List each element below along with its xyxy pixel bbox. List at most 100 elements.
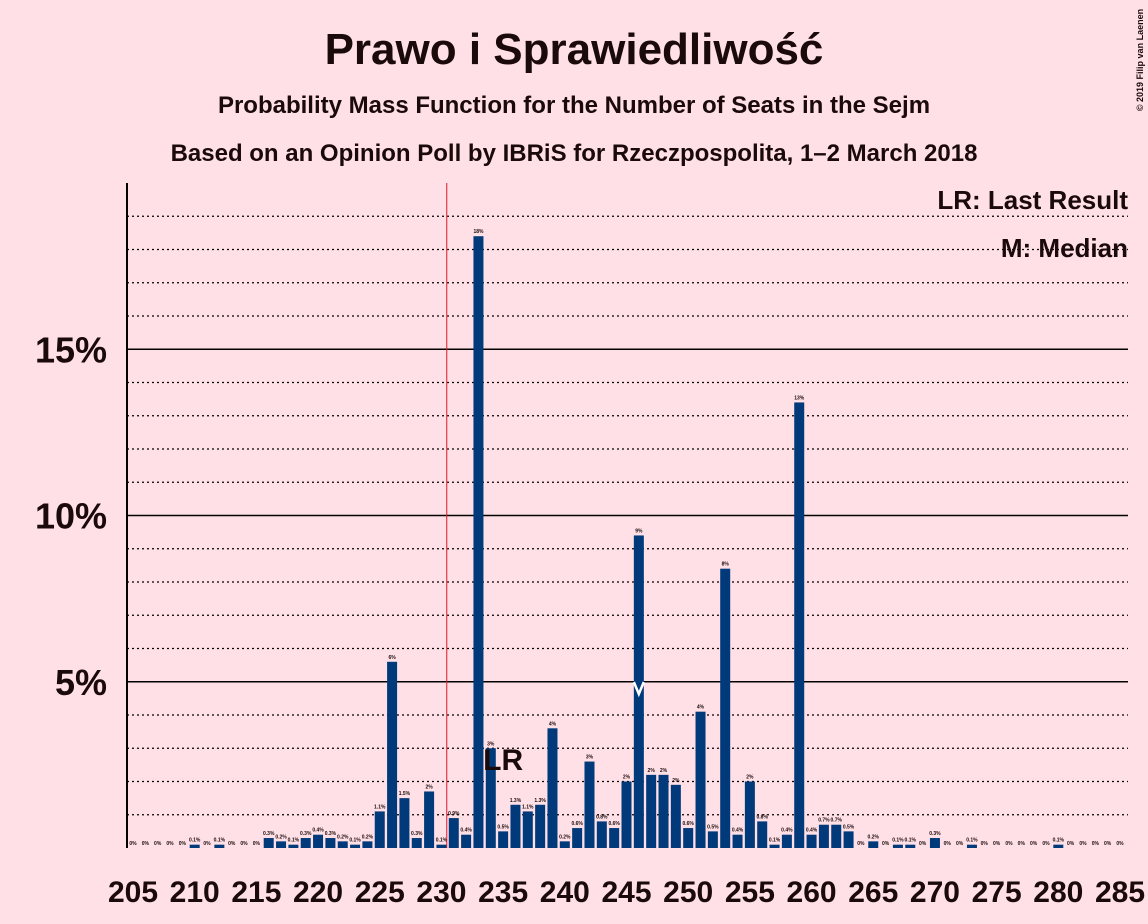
bar bbox=[362, 841, 373, 848]
bar bbox=[313, 834, 324, 848]
value-label: 0.1% bbox=[1053, 838, 1065, 844]
legend-entry: LR: Last Result bbox=[937, 185, 1128, 215]
bar bbox=[436, 844, 447, 848]
bar bbox=[189, 844, 200, 848]
y-tick-label: 15% bbox=[35, 329, 107, 370]
bar bbox=[658, 774, 669, 848]
value-label: 0.6% bbox=[682, 821, 694, 827]
x-tick-label: 230 bbox=[416, 876, 466, 909]
value-label: 4% bbox=[697, 705, 705, 711]
value-label: 0% bbox=[1005, 841, 1013, 847]
x-tick-label: 205 bbox=[108, 876, 158, 909]
bar bbox=[387, 661, 398, 848]
bar bbox=[732, 834, 743, 848]
bar bbox=[646, 774, 657, 848]
value-label: 2% bbox=[425, 784, 433, 790]
bar bbox=[325, 838, 336, 848]
bar bbox=[584, 761, 595, 848]
bar bbox=[535, 804, 546, 848]
bar bbox=[337, 841, 348, 848]
bar bbox=[547, 728, 558, 848]
bar bbox=[892, 844, 903, 848]
value-label: 0% bbox=[1116, 841, 1124, 847]
value-label: 3% bbox=[586, 755, 594, 761]
bar bbox=[966, 844, 977, 848]
bar bbox=[448, 818, 459, 848]
value-label: 0% bbox=[993, 841, 1001, 847]
value-label: 0% bbox=[253, 841, 261, 847]
chart-subtitle: Probability Mass Function for the Number… bbox=[218, 92, 930, 119]
value-label: 0% bbox=[240, 841, 248, 847]
value-label: 0% bbox=[857, 841, 865, 847]
bar bbox=[831, 824, 842, 848]
value-label: 0.3% bbox=[411, 831, 423, 837]
value-label: 0.1% bbox=[966, 838, 978, 844]
x-tick-label: 225 bbox=[355, 876, 405, 909]
value-label: 0% bbox=[882, 841, 890, 847]
value-label: 0% bbox=[944, 841, 952, 847]
bar bbox=[683, 828, 694, 848]
value-label: 0.3% bbox=[325, 831, 337, 837]
value-label: 0% bbox=[129, 841, 137, 847]
value-label: 0% bbox=[1030, 841, 1038, 847]
bar bbox=[288, 844, 299, 848]
bar bbox=[276, 841, 287, 848]
value-label: 0.5% bbox=[497, 824, 509, 830]
value-label: 0.3% bbox=[263, 831, 275, 837]
value-label: 0.2% bbox=[337, 834, 349, 840]
value-label: 1.3% bbox=[510, 798, 522, 804]
bar bbox=[929, 838, 940, 848]
bar bbox=[695, 711, 706, 848]
bar bbox=[720, 568, 731, 848]
value-label: 0.5% bbox=[707, 824, 719, 830]
value-label: 0% bbox=[154, 841, 162, 847]
x-tick-label: 275 bbox=[972, 876, 1022, 909]
bar bbox=[300, 838, 311, 848]
value-label: 0% bbox=[956, 841, 964, 847]
value-label: 0.7% bbox=[831, 818, 843, 824]
value-label: 0.5% bbox=[843, 824, 855, 830]
value-label: 0.1% bbox=[905, 838, 917, 844]
value-label: 4% bbox=[549, 721, 557, 727]
copyright: © 2019 Filip van Laenen bbox=[1135, 9, 1145, 111]
x-tick-label: 210 bbox=[170, 876, 220, 909]
bar bbox=[744, 781, 755, 848]
value-label: 0.2% bbox=[275, 834, 287, 840]
value-label: 0.1% bbox=[436, 838, 448, 844]
bar bbox=[498, 831, 509, 848]
value-label: 0% bbox=[228, 841, 236, 847]
value-label: 2% bbox=[672, 778, 680, 784]
x-tick-label: 240 bbox=[540, 876, 590, 909]
x-tick-label: 250 bbox=[663, 876, 713, 909]
value-label: 0.1% bbox=[214, 838, 226, 844]
bar bbox=[411, 838, 422, 848]
value-label: 0% bbox=[1104, 841, 1112, 847]
value-label: 0.6% bbox=[571, 821, 583, 827]
bar bbox=[707, 831, 718, 848]
bar bbox=[596, 821, 607, 848]
value-label: 0% bbox=[1079, 841, 1087, 847]
bar bbox=[522, 811, 533, 848]
value-label: 2% bbox=[648, 768, 656, 774]
value-label: 1.3% bbox=[534, 798, 546, 804]
value-label: 0.2% bbox=[868, 834, 880, 840]
y-tick-label: 5% bbox=[55, 662, 107, 703]
value-label: 0% bbox=[1067, 841, 1075, 847]
value-label: 0% bbox=[981, 841, 989, 847]
value-label: 0.4% bbox=[781, 828, 793, 834]
value-label: 3% bbox=[487, 741, 495, 747]
value-label: 0.4% bbox=[732, 828, 744, 834]
value-label: 0.2% bbox=[559, 834, 571, 840]
x-tick-label: 280 bbox=[1033, 876, 1083, 909]
x-tick-label: 270 bbox=[910, 876, 960, 909]
value-label: 0.6% bbox=[608, 821, 620, 827]
value-label: 0% bbox=[1092, 841, 1100, 847]
bar bbox=[374, 811, 385, 848]
bar bbox=[263, 838, 274, 848]
value-label: 1.5% bbox=[399, 791, 411, 797]
bar bbox=[1053, 844, 1064, 848]
bar bbox=[843, 831, 854, 848]
bar bbox=[609, 828, 620, 848]
